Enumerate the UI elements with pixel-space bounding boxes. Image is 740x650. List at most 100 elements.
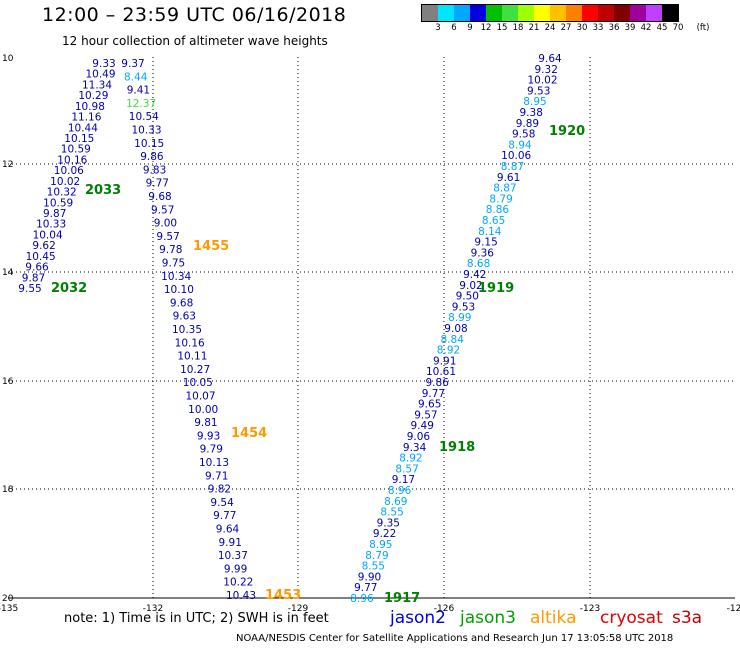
satellite-name: s3a bbox=[672, 608, 703, 628]
wave-height-value: 10.07 bbox=[185, 391, 215, 403]
wave-height-value: 10.15 bbox=[134, 138, 164, 150]
wave-height-value: 9.87 bbox=[22, 272, 45, 284]
wave-height-value: 11.16 bbox=[71, 112, 101, 124]
legend-label: 6 bbox=[451, 23, 457, 33]
wave-height-value: 8.96 bbox=[350, 593, 374, 605]
wave-height-value: 10.98 bbox=[75, 101, 105, 113]
page-subtitle: 12 hour collection of altimeter wave hei… bbox=[62, 34, 328, 48]
legend-swatch bbox=[470, 5, 486, 21]
wave-height-value: 8.96 bbox=[388, 485, 412, 497]
legend-swatch bbox=[662, 5, 678, 21]
wave-height-value: 9.89 bbox=[516, 118, 539, 130]
legend-label: 15 bbox=[496, 23, 508, 33]
wave-height-value: 9.61 bbox=[497, 172, 520, 184]
wave-height-value: 10.04 bbox=[33, 229, 63, 241]
wave-height-value: 9.38 bbox=[520, 107, 543, 119]
wave-height-value: 9.65 bbox=[418, 399, 441, 411]
legend-label: 39 bbox=[624, 23, 636, 33]
legend-swatch bbox=[422, 5, 438, 21]
legend-swatch bbox=[534, 5, 550, 21]
wave-height-value: 10.00 bbox=[188, 404, 218, 416]
wave-height-value: 10.59 bbox=[61, 144, 91, 156]
wave-height-value: 9.62 bbox=[32, 240, 55, 252]
wave-height-value: 10.13 bbox=[199, 457, 229, 469]
wave-height-value: 9.02 bbox=[459, 280, 482, 292]
y-tick-label: 20 bbox=[2, 594, 14, 604]
x-tick-label: -123 bbox=[580, 604, 600, 614]
wave-height-map: -135 -132 -129 -126 -123 -12 10 12 14 16 18 20 9.33… bbox=[0, 53, 740, 614]
wave-height-value: 9.42 bbox=[463, 269, 486, 281]
wave-height-value: 9.81 bbox=[194, 417, 217, 429]
wave-height-value: 10.33 bbox=[131, 125, 161, 137]
legend-label: 21 bbox=[528, 23, 540, 33]
legend-label: 3 bbox=[435, 23, 441, 33]
wave-height-value: 10.45 bbox=[26, 251, 56, 263]
wave-height-value: 10.61 bbox=[426, 366, 456, 378]
wave-height-value: 8.86 bbox=[486, 204, 510, 216]
wave-height-value: 10.06 bbox=[54, 165, 84, 177]
wave-height-value: 9.64 bbox=[538, 53, 562, 65]
wave-height-value: 9.66 bbox=[25, 262, 49, 274]
wave-height-value: 9.83 bbox=[143, 164, 166, 176]
legend-swatch bbox=[502, 5, 518, 21]
x-tick-label: -129 bbox=[288, 604, 309, 614]
wave-height-value: 8.92 bbox=[399, 453, 422, 465]
wave-height-value: 9.77 bbox=[213, 510, 236, 522]
y-tick-label: 10 bbox=[2, 54, 14, 64]
wave-height-value: 9.64 bbox=[216, 524, 240, 536]
wave-height-value: 9.33 bbox=[92, 58, 115, 70]
wave-height-value: 9.54 bbox=[210, 497, 234, 509]
wave-height-value: 10.35 bbox=[172, 324, 202, 336]
wave-height-value: 8.68 bbox=[467, 258, 490, 270]
satellite-name: jason2 bbox=[390, 608, 446, 628]
x-tick-label: -132 bbox=[143, 604, 163, 614]
legend-label: 18 bbox=[512, 23, 524, 33]
map-grid bbox=[8, 57, 735, 598]
legend-label: 30 bbox=[576, 23, 588, 33]
wave-height-value: 10.06 bbox=[501, 150, 531, 162]
x-tick-label: -135 bbox=[0, 604, 18, 614]
wave-height-value: 10.33 bbox=[36, 219, 66, 231]
wave-height-value: 10.02 bbox=[50, 176, 80, 188]
wave-height-value: 9.82 bbox=[208, 484, 231, 496]
wave-height-value: 8.87 bbox=[501, 161, 524, 173]
wave-height-value: 10.10 bbox=[164, 284, 194, 296]
wave-height-value: 9.35 bbox=[377, 517, 400, 529]
wave-height-value: 9.77 bbox=[422, 388, 445, 400]
legend-swatch bbox=[566, 5, 582, 21]
legend-swatch bbox=[518, 5, 534, 21]
wave-height-value: 8.95 bbox=[523, 96, 546, 108]
legend-swatch bbox=[486, 5, 502, 21]
wave-height-value: 8.99 bbox=[448, 312, 471, 324]
wave-height-value: 8.92 bbox=[437, 345, 460, 357]
wave-height-value: 9.68 bbox=[148, 191, 171, 203]
wave-height-value: 9.78 bbox=[159, 244, 182, 256]
wave-height-value: 8.94 bbox=[508, 139, 532, 151]
y-tick-label: 18 bbox=[2, 485, 14, 495]
wave-height-value: 10.54 bbox=[129, 111, 159, 123]
wave-height-value: 10.02 bbox=[527, 75, 557, 87]
wave-height-value: 9.57 bbox=[151, 204, 174, 216]
page-title: 12:00 – 23:59 UTC 06/16/2018 bbox=[42, 4, 347, 26]
wave-height-value: 9.50 bbox=[456, 291, 479, 303]
track-time-label: 1917 bbox=[384, 591, 420, 606]
wave-height-value: 9.90 bbox=[358, 571, 381, 583]
wave-height-value: 8.84 bbox=[441, 334, 465, 346]
wave-height-value: 9.06 bbox=[407, 431, 431, 443]
satellite-name: jason3 bbox=[460, 608, 516, 628]
wave-height-value: 8.55 bbox=[362, 561, 385, 573]
wave-height-value: 10.44 bbox=[68, 122, 98, 134]
wave-height-value: 9.71 bbox=[205, 470, 228, 482]
wave-height-value: 9.34 bbox=[403, 442, 427, 454]
legend-label: 42 bbox=[640, 23, 652, 33]
legend-swatch bbox=[598, 5, 614, 21]
wave-height-value: 9.49 bbox=[411, 420, 434, 432]
wave-height-value: 9.87 bbox=[43, 208, 66, 220]
track-time-label: 1919 bbox=[478, 281, 514, 296]
wave-height-value: 9.58 bbox=[512, 129, 535, 141]
wave-height-value: 9.08 bbox=[444, 323, 467, 335]
wave-height-value: 9.57 bbox=[156, 231, 179, 243]
wave-height-value: 10.11 bbox=[177, 351, 207, 363]
wave-height-value: 9.77 bbox=[146, 178, 169, 190]
track-time-label: 1453 bbox=[265, 588, 301, 603]
